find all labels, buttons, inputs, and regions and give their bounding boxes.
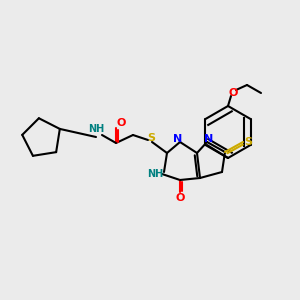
- Text: O: O: [175, 193, 185, 203]
- Text: N: N: [204, 134, 214, 144]
- Text: S: S: [244, 137, 252, 147]
- Text: NH: NH: [147, 169, 163, 179]
- Text: N: N: [173, 134, 183, 144]
- Text: S: S: [147, 133, 155, 143]
- Text: O: O: [116, 118, 126, 128]
- Text: NH: NH: [88, 124, 104, 134]
- Text: O: O: [228, 88, 238, 98]
